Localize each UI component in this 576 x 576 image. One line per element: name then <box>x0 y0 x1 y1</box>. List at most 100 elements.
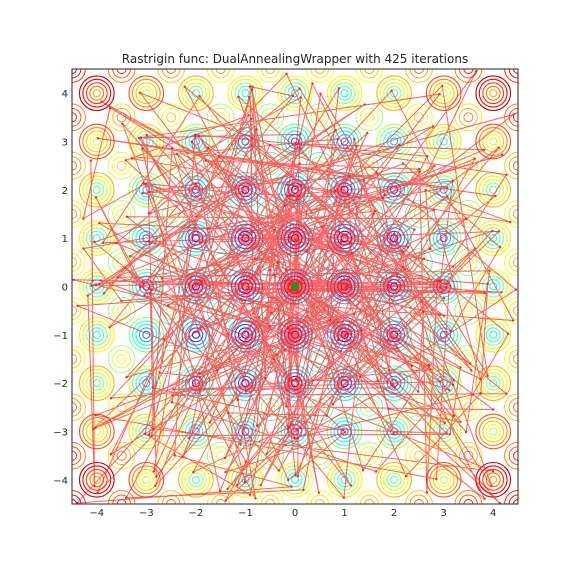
contour-line <box>72 441 86 470</box>
contour-line <box>215 499 226 504</box>
path-point <box>486 374 489 378</box>
contour-line <box>539 41 546 48</box>
contour-line <box>143 41 150 48</box>
contour-line <box>112 349 131 369</box>
contour-line <box>476 28 511 63</box>
path-point <box>289 423 292 426</box>
contour-line <box>459 69 478 79</box>
path-point <box>296 474 300 478</box>
path-point <box>295 197 298 201</box>
contour-line <box>508 204 518 224</box>
contour-line <box>310 69 330 79</box>
path-point <box>393 232 396 235</box>
contour-line <box>157 103 185 132</box>
contour-line <box>40 280 54 294</box>
contour-line <box>364 112 375 123</box>
path-point <box>248 85 252 88</box>
contour-line <box>37 276 58 297</box>
contour-line <box>539 90 546 97</box>
contour-line <box>359 107 379 127</box>
contour-line <box>364 160 375 171</box>
path-point <box>125 215 129 218</box>
contour-line <box>437 521 451 535</box>
path-point <box>346 146 349 149</box>
contour-line <box>116 354 127 364</box>
path-point <box>429 368 432 371</box>
path-point <box>175 152 178 156</box>
path-point <box>446 195 449 198</box>
contour-line <box>532 469 553 490</box>
contour-line <box>513 209 518 219</box>
path-point <box>388 286 391 289</box>
contour-line <box>143 525 150 532</box>
path-point <box>147 211 151 215</box>
contour-line <box>529 369 557 397</box>
path-point <box>86 294 90 297</box>
contour-line <box>92 427 101 436</box>
path-point <box>514 288 518 291</box>
path-point <box>451 179 454 183</box>
contour-line <box>157 69 185 83</box>
contour-line <box>116 209 127 219</box>
path-point <box>96 491 99 494</box>
path-point <box>375 171 378 174</box>
path-point <box>286 183 289 187</box>
path-point <box>226 332 229 335</box>
path-point <box>387 284 390 287</box>
x-tick-label: −2 <box>189 508 204 519</box>
path-point <box>121 122 124 125</box>
path-point <box>337 230 341 233</box>
contour-line <box>532 131 553 152</box>
path-point <box>291 194 295 197</box>
contour-line <box>337 424 353 439</box>
contour-line <box>475 268 512 305</box>
contour-line <box>285 518 306 539</box>
contour-line <box>290 475 300 484</box>
path-point <box>349 285 352 289</box>
path-point <box>94 414 97 417</box>
path-point <box>300 384 303 387</box>
contour-line <box>536 473 550 487</box>
contour-line <box>72 209 77 219</box>
path-point <box>348 174 351 177</box>
path-point <box>433 164 436 168</box>
contour-line <box>485 424 501 439</box>
path-point <box>436 280 439 283</box>
path-point <box>296 429 299 432</box>
contour-line <box>376 123 412 160</box>
path-point <box>442 297 446 300</box>
contour-line <box>482 420 505 443</box>
path-point <box>291 183 294 186</box>
path-point <box>160 277 164 280</box>
contour-line <box>463 402 474 413</box>
path-point <box>100 100 103 103</box>
contour-line <box>305 490 334 504</box>
path-point <box>226 487 229 490</box>
path-point <box>200 280 203 283</box>
contour-line <box>82 368 112 398</box>
contour-line <box>478 417 508 446</box>
contour-line <box>30 28 65 63</box>
contour-line <box>536 183 550 197</box>
path-point <box>250 88 254 91</box>
path-point <box>72 278 75 281</box>
contour-line <box>529 128 557 156</box>
contour-line <box>40 135 54 149</box>
contour-line <box>529 31 557 59</box>
contour-line <box>532 228 553 249</box>
path-point <box>270 311 273 314</box>
contour-line <box>138 327 154 343</box>
path-point <box>206 146 210 149</box>
path-point <box>407 245 410 248</box>
contour-line <box>413 69 424 74</box>
contour-line <box>288 38 302 52</box>
contour-line <box>539 138 546 145</box>
x-tick-label: 4 <box>490 508 496 519</box>
path-point <box>288 193 292 196</box>
contour-line <box>429 78 459 108</box>
path-point <box>90 284 93 287</box>
path-point <box>507 332 510 335</box>
contour-line <box>138 472 154 488</box>
contour-line <box>188 472 204 488</box>
contour-line <box>359 349 379 369</box>
